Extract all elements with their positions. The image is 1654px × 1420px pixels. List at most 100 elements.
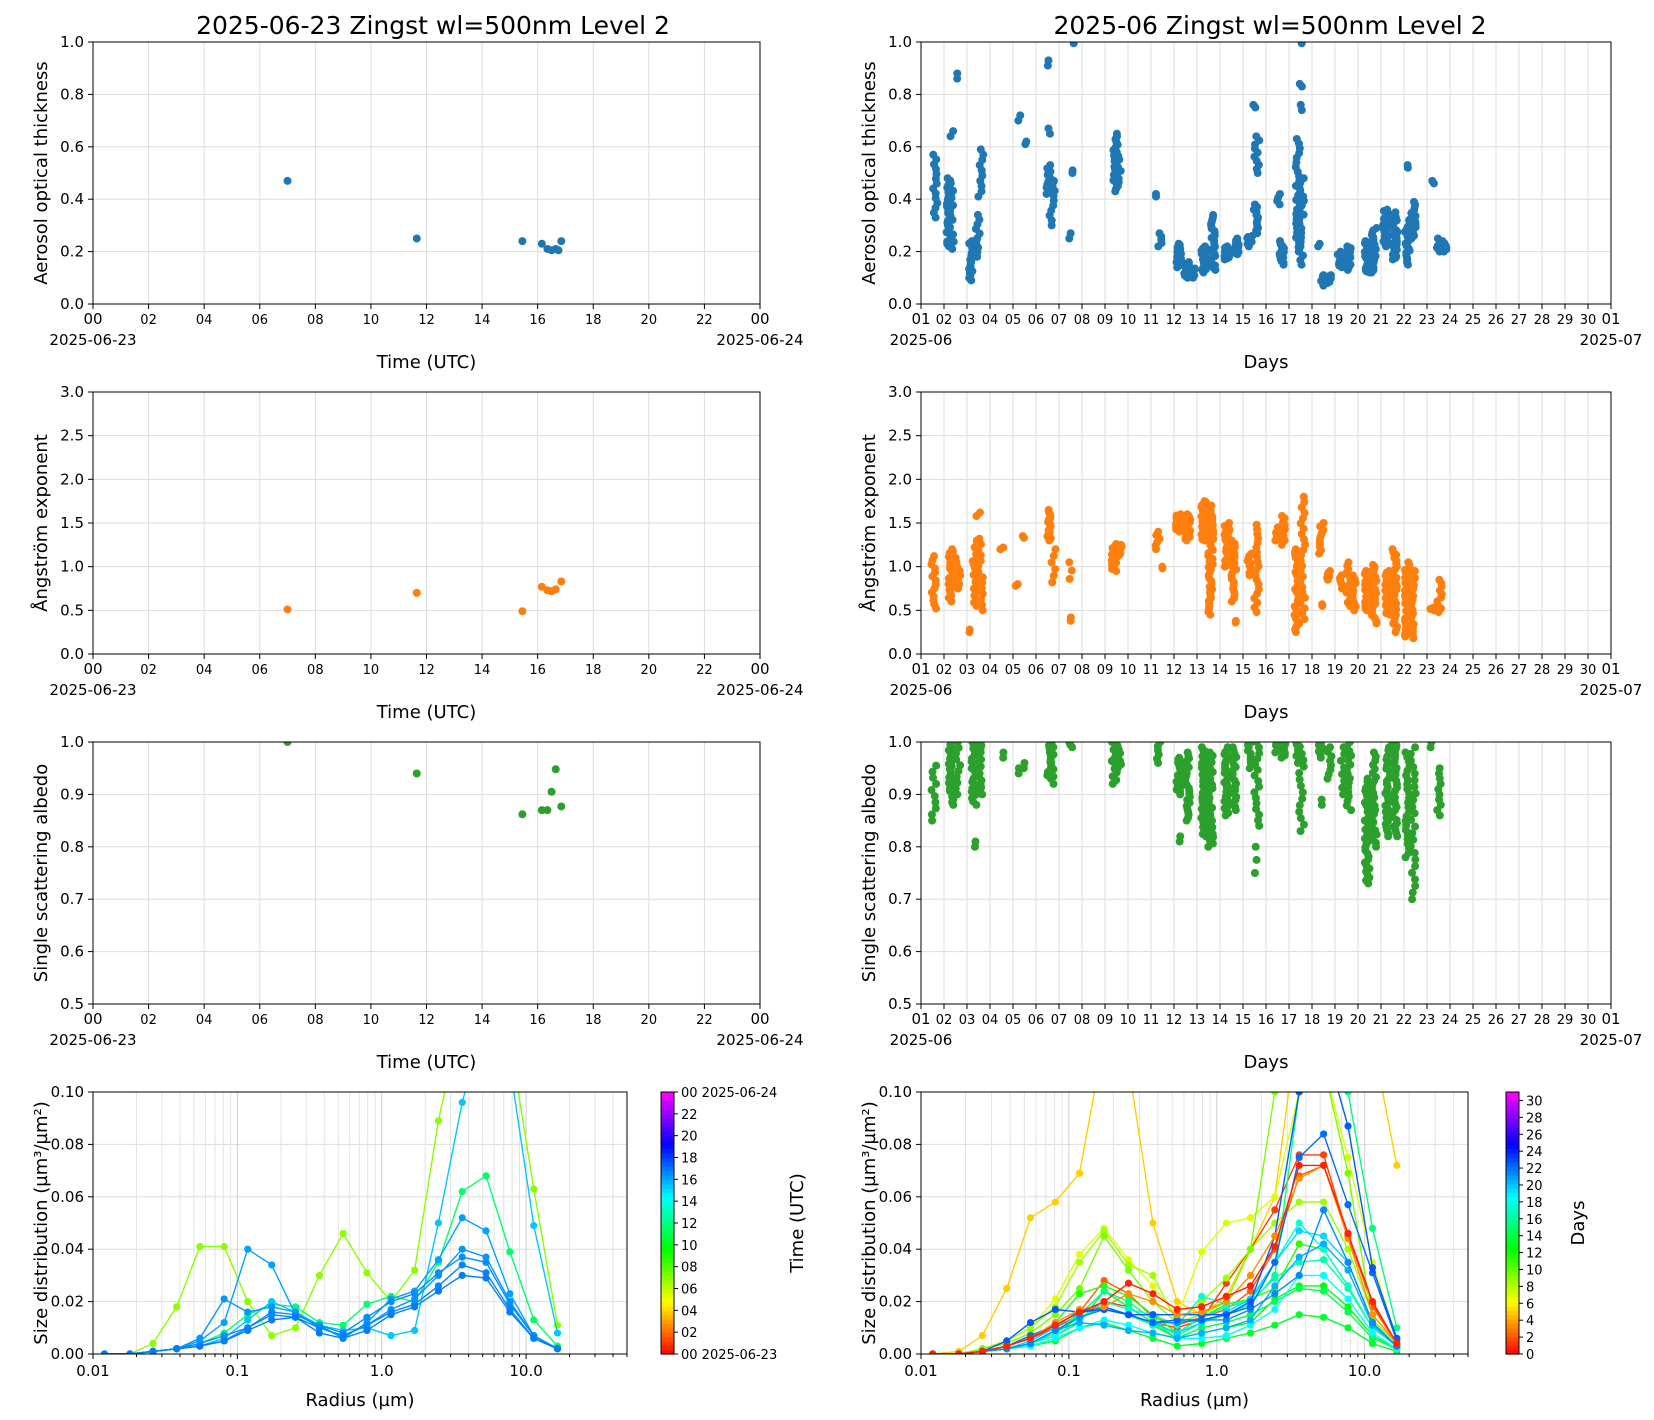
data-point [1296,814,1305,823]
data-point [949,230,958,239]
data-point [1298,794,1307,803]
x-tick-label: 21 [1373,313,1390,328]
data-point [1278,512,1287,521]
series-point [1100,1036,1107,1043]
series-point [291,1313,300,1321]
colorbar-segment [1506,1345,1519,1351]
x-tick-label: 22 [696,663,713,678]
x-tick-label: 10 [1120,663,1137,678]
data-point [1183,510,1192,519]
data-point [1345,742,1354,746]
x-axis-label: Radius (µm) [305,1390,414,1411]
series-point [1100,1298,1108,1306]
data-point [1154,527,1163,536]
data-point [1227,536,1236,545]
x-tick-label: 13 [1189,663,1206,678]
x-tick-label: 29 [1557,1013,1574,1028]
series-point [268,1332,276,1340]
x-tick-label: 00 [83,660,102,678]
series-point [1320,1287,1328,1295]
colorbar-segment [661,1109,674,1115]
series-point [1051,1198,1059,1206]
x-tick-label: 16 [1258,313,1275,328]
colorbar-label: Days [1568,1201,1589,1246]
x-tick-label: 10 [1120,313,1137,328]
series-point [1368,1318,1377,1327]
series-point [1222,1332,1230,1340]
y-tick-label: 0.6 [60,943,84,961]
colorbar-segment [661,1327,674,1333]
series-point [1271,1092,1279,1096]
colorbar-tick-label: 16 [681,1173,698,1188]
series-point [1320,1062,1327,1069]
series-point [268,1316,276,1324]
series-point [1368,1334,1377,1342]
series-point [1222,1324,1230,1332]
data-point [978,573,987,582]
series-point [434,1219,443,1227]
x-tick-label: 10 [363,1013,380,1028]
x-tick-label: 22 [696,313,713,328]
series-point [1344,957,1351,964]
series-point [1003,1284,1011,1293]
data-point [1435,764,1444,773]
series-point [1320,1282,1328,1290]
series-point [149,1339,157,1348]
x-tick-label: 17 [1281,1013,1298,1028]
series-point [1295,1219,1303,1227]
colorbar-segment [1506,1126,1519,1132]
x-date-start: 2025-06 [890,1031,953,1049]
data-point [1410,567,1419,576]
series-point [978,1332,986,1340]
series-point [1295,1161,1303,1169]
series-point [1320,1036,1327,1043]
series-line [932,1092,1398,1354]
data-point [956,761,965,770]
data-point [929,150,938,159]
data-point [1438,237,1447,246]
data-point [1047,558,1056,567]
data-point [974,567,983,576]
data-point [1296,827,1305,836]
colorbar-tick-label: 30 [1526,1094,1543,1109]
data-point [1408,895,1417,904]
series-point [1246,1329,1255,1337]
data-point [1315,239,1324,248]
series-point [1149,1334,1157,1342]
data-point [1295,775,1304,784]
series-point [1320,1240,1328,1248]
series-point [553,1345,562,1353]
colorbar-segment [661,1170,674,1176]
series-point [506,1036,513,1043]
axes-frame [92,391,761,655]
x-tick-label: 12 [1166,313,1183,328]
data-point [1018,532,1027,541]
series-point [458,1214,466,1222]
x-tick-label: 22 [696,1013,713,1028]
series-point [1368,1311,1377,1319]
x-tick-label: 16 [529,1013,546,1028]
series-point [244,1245,252,1253]
series-point [1295,1240,1303,1248]
x-tick-label: 20 [1350,313,1367,328]
colorbar-segment [661,1257,674,1263]
data-point [1407,815,1416,824]
x-axis-label: Radius (µm) [1140,1390,1249,1411]
series-point [1344,1122,1352,1130]
series-point [1026,1334,1035,1342]
x-tick-label: 26 [1488,663,1505,678]
series-line [932,1092,1398,1354]
series-point [1295,1174,1303,1183]
x-tick-label: 07 [1051,313,1068,328]
series-point [1026,1214,1035,1222]
data-point [1408,868,1417,877]
x-tick-label: 23 [1419,1013,1436,1028]
x-tick-label: 10 [1120,1013,1137,1028]
data-point [975,534,984,543]
colorbar-frame [1505,1091,1520,1355]
series-point [1271,1321,1279,1329]
series-point [1222,1316,1230,1324]
x-tick-label: 19 [1327,313,1344,328]
x-tick-label: 12 [1166,1013,1183,1028]
data-point [1051,565,1060,574]
